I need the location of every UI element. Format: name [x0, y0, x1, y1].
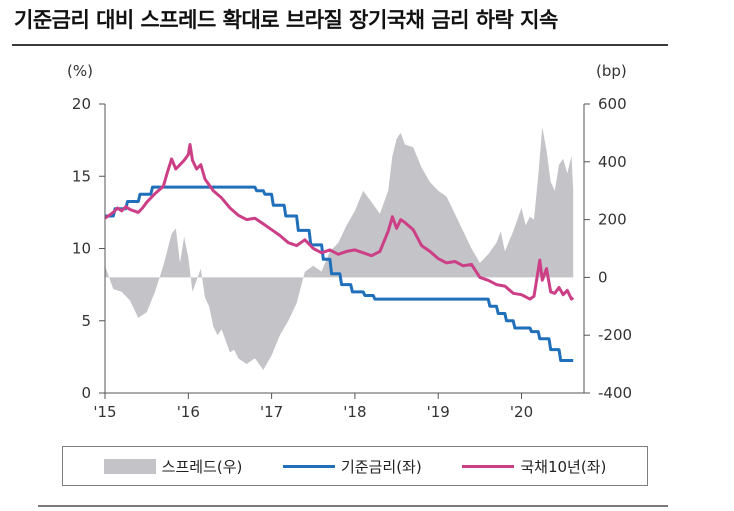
left-tick-label: 20	[72, 95, 91, 113]
x-tick-label: '20	[510, 403, 533, 421]
right-tick-label: -400	[598, 384, 632, 402]
chart-legend: 스프레드(우) 기준금리(좌) 국채10년(좌)	[62, 446, 648, 486]
title-divider	[12, 44, 668, 46]
right-axis-unit: (bp)	[596, 62, 627, 80]
x-tick-label: '16	[177, 403, 200, 421]
right-tick-label: 400	[598, 153, 627, 171]
left-tick-label: 15	[72, 167, 91, 185]
x-tick-label: '17	[260, 403, 283, 421]
policy-rate-line	[105, 185, 574, 362]
right-tick-label: 0	[598, 268, 608, 286]
right-tick-label: -200	[598, 326, 632, 344]
spread-area	[105, 127, 574, 370]
legend-swatch-policy-rate	[283, 464, 335, 468]
chart-title: 기준금리 대비 스프레드 확대로 브라질 장기국채 금리 하락 지속	[14, 8, 558, 32]
legend-label-policy-rate: 기준금리(좌)	[341, 457, 422, 476]
left-tick-label: 10	[72, 240, 91, 258]
legend-item-policy-rate: 기준금리(좌)	[283, 456, 422, 477]
legend-label-spread: 스프레드(우)	[161, 457, 243, 476]
legend-swatch-10y-yield	[462, 464, 515, 468]
legend-label-10y-yield: 국채10년(좌)	[520, 457, 607, 476]
right-tick-label: 600	[598, 95, 627, 113]
bottom-divider	[38, 505, 668, 507]
legend-item-10y-yield: 국채10년(좌)	[462, 456, 606, 477]
left-axis-unit: (%)	[67, 62, 93, 80]
left-tick-label: 5	[81, 312, 91, 330]
left-tick-label: 0	[81, 384, 91, 402]
x-tick-label: '19	[427, 403, 450, 421]
legend-swatch-spread	[103, 458, 156, 474]
right-tick-label: 200	[598, 211, 627, 229]
x-tick-label: '15	[93, 403, 116, 421]
dual-axis-chart: 0 5 10 15 20 -400 -200 0 200 400 600 '15 '16 '17 '18 '1…	[67, 62, 632, 421]
legend-item-spread: 스프레드(우)	[103, 456, 243, 477]
x-tick-label: '18	[343, 403, 366, 421]
bond-10y-yield-line	[104, 143, 575, 301]
